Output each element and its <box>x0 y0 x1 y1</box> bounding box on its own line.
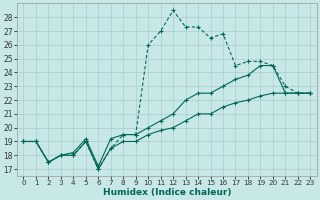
X-axis label: Humidex (Indice chaleur): Humidex (Indice chaleur) <box>103 188 231 197</box>
